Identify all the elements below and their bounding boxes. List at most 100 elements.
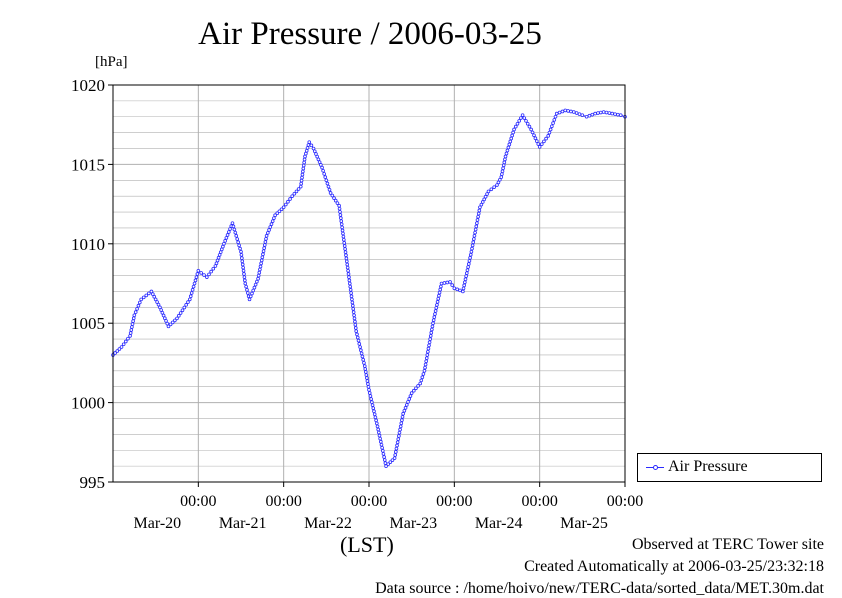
data-point	[302, 160, 306, 165]
data-point	[461, 286, 466, 291]
data-point	[170, 320, 175, 325]
data-point	[355, 332, 359, 337]
data-point	[300, 175, 304, 180]
data-point	[115, 349, 120, 353]
data-point	[173, 318, 177, 323]
data-point	[421, 372, 426, 376]
data-point	[398, 427, 402, 432]
data-point	[400, 418, 404, 422]
data-point	[239, 253, 244, 257]
data-point	[437, 290, 442, 295]
data-point	[213, 264, 218, 268]
data-point	[225, 233, 230, 237]
data-point	[367, 388, 371, 392]
data-point	[554, 111, 559, 116]
data-point	[377, 433, 382, 438]
data-point	[251, 288, 255, 293]
data-point	[492, 185, 496, 189]
data-point	[560, 109, 565, 114]
x-axis: 00:00Mar-2000:00Mar-2100:00Mar-2200:00Ma…	[133, 482, 643, 532]
data-point	[347, 278, 352, 283]
data-point	[188, 297, 192, 302]
data-point	[152, 294, 157, 299]
x-axis-caption: (LST)	[340, 532, 394, 557]
data-point	[500, 172, 504, 176]
data-point	[306, 143, 311, 147]
data-point	[243, 281, 248, 286]
data-point	[557, 110, 562, 115]
data-point	[448, 280, 452, 284]
data-point	[344, 253, 348, 258]
data-point	[394, 446, 399, 451]
data-point	[430, 324, 435, 329]
data-point	[466, 262, 471, 266]
data-point	[149, 289, 154, 294]
data-point	[431, 321, 435, 326]
data-point	[269, 222, 274, 226]
data-point	[616, 112, 620, 117]
data-point	[137, 300, 142, 305]
data-point	[273, 213, 277, 218]
data-point	[395, 440, 400, 445]
data-point	[468, 252, 473, 257]
data-point	[485, 192, 489, 196]
data-point	[232, 227, 237, 232]
data-point	[426, 349, 430, 354]
data-point	[264, 237, 268, 241]
data-point	[345, 265, 350, 270]
data-point	[577, 112, 582, 116]
data-point	[452, 286, 457, 291]
data-point	[515, 121, 520, 126]
data-point	[392, 456, 397, 460]
data-point	[168, 322, 173, 327]
data-point	[343, 247, 347, 251]
data-point	[362, 364, 367, 368]
data-point	[113, 351, 117, 355]
data-point	[338, 210, 342, 214]
data-point	[341, 234, 346, 239]
data-point	[358, 345, 362, 349]
data-point	[507, 142, 512, 147]
data-point	[359, 351, 364, 356]
data-point	[256, 273, 261, 278]
data-point	[304, 148, 309, 153]
data-point	[330, 193, 335, 198]
data-point	[294, 189, 299, 194]
data-point	[375, 424, 380, 429]
data-point	[480, 200, 485, 204]
data-point	[465, 268, 470, 272]
data-point	[342, 244, 347, 248]
data-point	[253, 282, 258, 287]
data-point	[351, 307, 356, 311]
y-tick-label: 1010	[71, 235, 105, 254]
data-point	[260, 255, 265, 260]
data-point	[464, 274, 468, 278]
data-point	[473, 227, 478, 232]
data-point	[343, 250, 348, 254]
data-point	[299, 181, 303, 186]
data-point	[193, 278, 198, 283]
data-point	[503, 154, 508, 159]
data-point	[463, 280, 467, 285]
data-point	[184, 303, 188, 307]
data-point	[128, 331, 133, 335]
data-point	[332, 196, 336, 200]
data-point	[366, 382, 370, 386]
data-point	[604, 110, 609, 115]
data-point	[349, 291, 353, 295]
data-point	[431, 318, 436, 322]
data-point	[435, 303, 439, 307]
data-point	[153, 297, 158, 302]
data-point	[188, 294, 193, 299]
data-point	[501, 166, 505, 171]
data-point	[425, 353, 430, 357]
data-point	[192, 281, 197, 286]
data-point	[244, 284, 248, 289]
data-point	[243, 278, 247, 283]
data-point	[362, 361, 366, 365]
data-point	[357, 342, 362, 346]
data-point	[230, 221, 235, 225]
data-point	[472, 234, 477, 238]
data-point	[191, 284, 196, 289]
data-point	[510, 133, 514, 138]
